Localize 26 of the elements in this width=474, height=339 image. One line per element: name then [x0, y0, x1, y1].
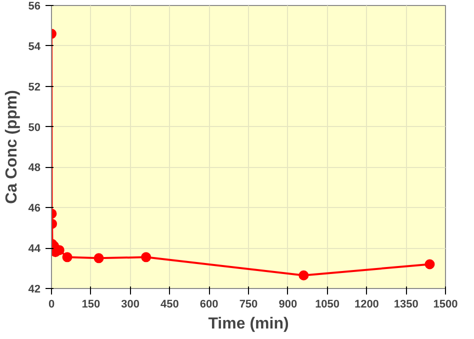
x-tick-label: 0: [48, 298, 55, 310]
x-tick-label: 1350: [394, 298, 418, 310]
point: [94, 253, 104, 264]
y-tick-label: 46: [28, 202, 41, 215]
point: [298, 270, 309, 280]
x-tick-label: 300: [121, 298, 140, 310]
x-tick-label: 150: [82, 298, 100, 310]
y-tick-label: 54: [28, 40, 42, 53]
y-tick-label: 42: [28, 284, 41, 296]
x-axis-title: Time (min): [208, 316, 289, 332]
x-tick-label: 1200: [354, 298, 379, 310]
y-tick-label: 52: [28, 81, 41, 94]
y-tick-label: 48: [28, 162, 41, 174]
point: [62, 252, 72, 262]
y-tick-label: 56: [28, 0, 41, 12]
y-tick-label: 50: [28, 122, 41, 134]
x-tick-label: 900: [278, 298, 298, 310]
x-tick-label: 600: [200, 298, 218, 310]
x-tick-label: 1050: [315, 298, 340, 310]
y-axis-title: Ca Conc (ppm): [3, 90, 20, 204]
x-tick-label: 750: [239, 298, 258, 310]
y-tick-label: 44: [28, 243, 42, 256]
point: [141, 252, 152, 262]
x-tick-label: 450: [160, 298, 179, 310]
point: [424, 259, 435, 270]
x-tick-label: 1500: [433, 298, 458, 310]
